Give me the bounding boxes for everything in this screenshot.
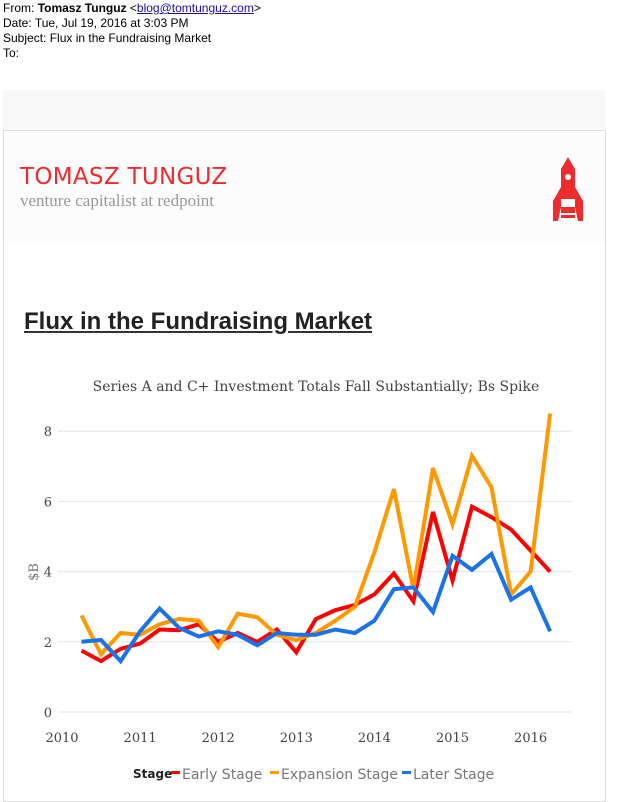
legend-entry[interactable]: Early Stage — [182, 767, 262, 783]
legend-entry[interactable]: Expansion Stage — [281, 767, 398, 783]
x-tick-label: 2010 — [45, 731, 78, 746]
to-label: To: — [3, 46, 20, 60]
sender-name: Tomasz Tunguz — [37, 1, 127, 15]
legend-swatch — [171, 771, 180, 774]
x-tick-label: 2013 — [280, 731, 313, 746]
brand-tagline: venture capitalist at redpoint — [20, 191, 215, 210]
date-value: Tue, Jul 19, 2016 at 3:03 PM — [34, 16, 189, 30]
from-label: From: — [3, 1, 35, 15]
post-title[interactable]: Flux in the Fundraising Market — [24, 308, 373, 335]
brand-name: TOMASZ TUNGUZ — [20, 164, 228, 190]
rocket-icon — [553, 157, 583, 221]
y-tick-label: 0 — [44, 706, 52, 721]
email-preheader-band — [3, 90, 605, 130]
subject-value: Flux in the Fundraising Market — [49, 31, 212, 45]
legend-entry[interactable]: Later Stage — [413, 767, 494, 783]
y-tick-label: 8 — [44, 425, 52, 440]
chart-title: Series A and C+ Investment Totals Fall S… — [93, 379, 540, 395]
x-tick-label: 2011 — [124, 731, 157, 746]
email-header: From: Tomasz Tunguz <blog@tomtunguz.com>… — [3, 1, 261, 61]
date-label: Date: — [3, 16, 32, 30]
legend-title: Stage — [133, 767, 172, 781]
subject-label: Subject: — [3, 31, 47, 45]
subject-line: Subject: Flux in the Fundraising Market — [3, 31, 261, 46]
date-line: Date: Tue, Jul 19, 2016 at 3:03 PM — [3, 16, 261, 31]
y-tick-label: 4 — [44, 566, 52, 581]
y-tick-label: 6 — [44, 495, 52, 510]
blog-header[interactable]: TOMASZ TUNGUZ venture capitalist at redp… — [5, 132, 604, 244]
series-line-later-stage — [81, 550, 552, 665]
x-tick-label: 2014 — [358, 731, 391, 746]
to-line: To: — [3, 46, 261, 61]
series-line-early-stage — [80, 503, 552, 664]
from-line: From: Tomasz Tunguz <blog@tomtunguz.com> — [3, 1, 261, 15]
x-tick-label: 2016 — [514, 731, 547, 746]
legend-swatch — [270, 771, 279, 774]
sender-email-link[interactable]: blog@tomtunguz.com — [136, 1, 254, 15]
legend-swatch — [402, 771, 411, 774]
email-body-card: TOMASZ TUNGUZ venture capitalist at redp… — [3, 130, 606, 802]
y-tick-label: 2 — [44, 636, 52, 651]
x-tick-label: 2012 — [202, 731, 235, 746]
y-axis-label: $B — [27, 563, 42, 581]
x-tick-label: 2015 — [436, 731, 469, 746]
